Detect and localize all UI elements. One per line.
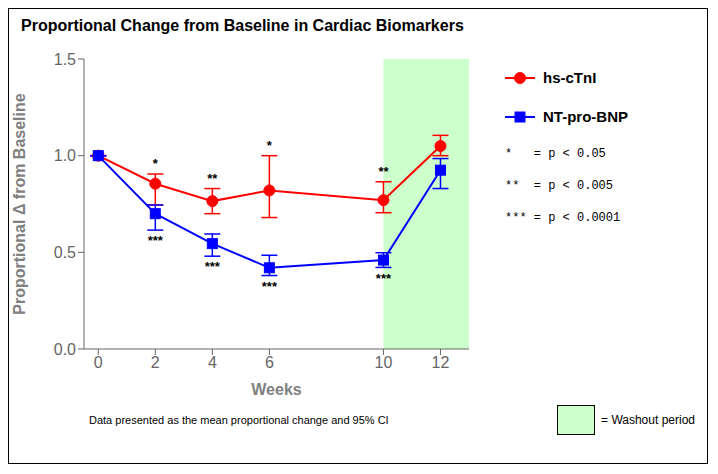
svg-text:0.5: 0.5 (54, 244, 76, 261)
html-text:Data presented as the mean pro: Data presented as the mean proportional … (89, 414, 389, 426)
svg-text:10: 10 (375, 354, 393, 371)
html-text:** = p < 0.005: ** = p < 0.005 (505, 179, 613, 193)
svg-text:6: 6 (265, 354, 274, 371)
svg-text:4: 4 (208, 354, 217, 371)
svg-text:12: 12 (432, 354, 450, 371)
html-text:* = p < 0.05: * = p < 0.05 (505, 147, 606, 161)
svg-text:*: * (267, 138, 273, 153)
svg-text:*: * (153, 156, 159, 171)
svg-text:**: ** (207, 171, 218, 186)
svg-text:2: 2 (151, 354, 160, 371)
svg-text:0.0: 0.0 (54, 341, 76, 358)
svg-text:***: *** (376, 271, 392, 286)
svg-text:**: ** (378, 164, 389, 179)
svg-text:1.5: 1.5 (54, 51, 76, 68)
svg-text:***: *** (148, 233, 164, 248)
svg-text:Proportional Δ from Baseline: Proportional Δ from Baseline (11, 93, 28, 314)
svg-text:***: *** (262, 279, 278, 294)
svg-text:***: *** (205, 259, 221, 274)
html-text:hs-cTnI: hs-cTnI (543, 69, 597, 86)
svg-text:Weeks: Weeks (251, 381, 302, 398)
html-text:Proportional Change from Basel: Proportional Change from Baseline in Car… (21, 17, 464, 34)
svg-text:0: 0 (94, 354, 103, 371)
svg-text:1.0: 1.0 (54, 147, 76, 164)
html-text:= Washout period: = Washout period (601, 413, 695, 427)
html-text:NT-pro-BNP: NT-pro-BNP (543, 108, 628, 125)
html-text:*** = p < 0.0001: *** = p < 0.0001 (505, 211, 621, 225)
